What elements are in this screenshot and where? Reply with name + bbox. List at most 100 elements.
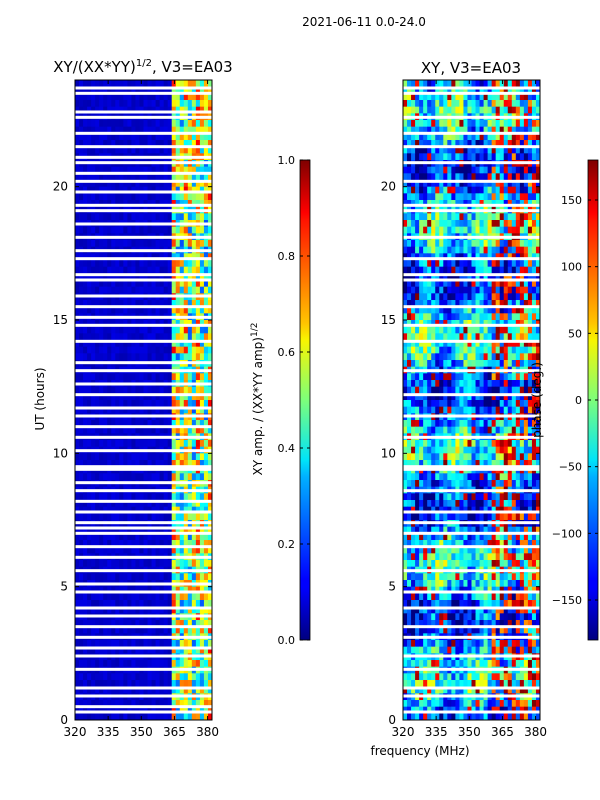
heatmap-cell (127, 713, 132, 721)
heatmap-cell (179, 706, 185, 714)
heatmap-cell (151, 686, 156, 694)
heatmap-cell (131, 260, 136, 268)
heatmap-cell (147, 320, 152, 328)
heatmap-cell (179, 173, 185, 181)
heatmap-cell (95, 440, 100, 448)
heatmap-cell (495, 186, 501, 194)
heatmap-cell (151, 373, 156, 381)
heatmap-cell (171, 173, 177, 181)
heatmap-cell (179, 646, 185, 654)
heatmap-cell (415, 346, 420, 354)
heatmap-cell (123, 280, 128, 288)
flagged-row (75, 86, 212, 90)
heatmap-cell (503, 93, 509, 101)
heatmap-cell (91, 626, 96, 634)
heatmap-cell (159, 586, 165, 594)
heatmap-cell (507, 80, 513, 88)
heatmap-cell (187, 93, 193, 101)
heatmap-cell (495, 153, 501, 161)
heatmap-cell (495, 340, 501, 348)
heatmap-cell (199, 626, 205, 634)
heatmap-cell (175, 606, 181, 614)
heatmap-cell (511, 326, 517, 334)
heatmap-cell (111, 660, 116, 668)
heatmap-cell (515, 260, 521, 268)
heatmap-cell (191, 533, 197, 541)
heatmap-cell (471, 300, 476, 308)
heatmap-cell (435, 313, 440, 321)
heatmap-cell (99, 546, 104, 554)
heatmap-cell (411, 166, 416, 174)
heatmap-cell (535, 326, 541, 334)
heatmap-cell (443, 120, 448, 128)
heatmap-cell (159, 286, 165, 294)
heatmap-cell (427, 200, 432, 208)
heatmap-cell (499, 280, 505, 288)
heatmap-cell (87, 140, 92, 148)
heatmap-cell (79, 620, 84, 628)
heatmap-cell (111, 306, 116, 314)
heatmap-cell (523, 360, 529, 368)
heatmap-cell (111, 93, 116, 101)
heatmap-cell (91, 393, 96, 401)
heatmap-cell (167, 393, 173, 401)
heatmap-cell (155, 140, 161, 148)
heatmap-cell (459, 313, 464, 321)
heatmap-cell (159, 300, 165, 308)
flagged-row (75, 273, 212, 277)
heatmap-cell (99, 86, 104, 94)
heatmap-cell (87, 346, 92, 354)
heatmap-cell (207, 493, 213, 501)
y-tick-label: 20 (53, 180, 68, 194)
heatmap-cell (139, 513, 144, 521)
heatmap-cell (115, 400, 120, 408)
heatmap-cell (415, 166, 420, 174)
heatmap-cell (111, 280, 116, 288)
heatmap-cell (447, 273, 452, 281)
heatmap-cell (115, 240, 120, 248)
heatmap-cell (459, 320, 464, 328)
heatmap-cell (423, 346, 428, 354)
heatmap-cell (115, 500, 120, 508)
heatmap-cell (187, 660, 193, 668)
heatmap-cell (139, 406, 144, 414)
heatmap-cell (451, 306, 456, 314)
heatmap-cell (163, 260, 169, 268)
heatmap-cell (459, 273, 464, 281)
heatmap-cell (463, 100, 468, 108)
heatmap-cell (439, 380, 444, 388)
heatmap-cell (531, 166, 537, 174)
heatmap-cell (123, 126, 128, 134)
heatmap-cell (187, 86, 193, 94)
heatmap-cell (523, 180, 529, 188)
heatmap-cell (527, 140, 533, 148)
heatmap-cell (187, 440, 193, 448)
heatmap-cell (119, 500, 124, 508)
heatmap-cell (511, 186, 517, 194)
heatmap-cell (207, 320, 213, 328)
heatmap-cell (475, 220, 480, 228)
heatmap-cell (111, 600, 116, 608)
heatmap-cell (147, 606, 152, 614)
heatmap-cell (147, 420, 152, 428)
heatmap-cell (191, 526, 197, 534)
heatmap-cell (103, 500, 108, 508)
heatmap-cell (207, 593, 213, 601)
heatmap-cell (419, 286, 424, 294)
heatmap-cell (83, 600, 88, 608)
heatmap-cell (439, 273, 444, 281)
heatmap-cell (79, 86, 84, 94)
heatmap-cell (507, 340, 513, 348)
heatmap-cell (195, 346, 201, 354)
heatmap-cell (447, 373, 452, 381)
heatmap-cell (487, 340, 493, 348)
heatmap-cell (103, 200, 108, 208)
heatmap-cell (403, 326, 408, 334)
heatmap-cell (435, 240, 440, 248)
heatmap-cell (139, 500, 144, 508)
heatmap-cell (87, 400, 92, 408)
heatmap-cell (87, 200, 92, 208)
heatmap-cell (475, 333, 480, 341)
heatmap-cell (471, 313, 476, 321)
